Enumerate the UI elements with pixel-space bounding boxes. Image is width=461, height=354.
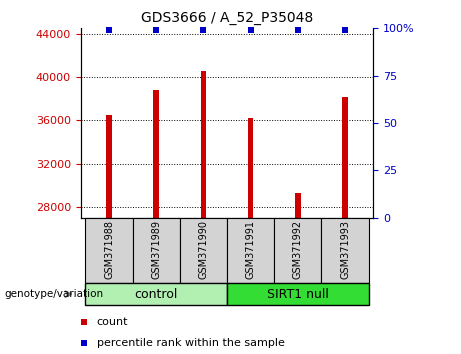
Text: GSM371992: GSM371992 [293, 220, 303, 279]
Bar [227, 218, 274, 283]
Text: GSM371991: GSM371991 [246, 220, 256, 279]
Text: control: control [135, 288, 178, 301]
Text: genotype/variation: genotype/variation [5, 289, 104, 299]
Bar [133, 218, 180, 283]
Text: SIRT1 null: SIRT1 null [267, 288, 329, 301]
Text: GSM371993: GSM371993 [340, 220, 350, 279]
Text: count: count [97, 317, 128, 327]
Bar [201, 70, 206, 218]
Bar [248, 118, 254, 218]
Bar [321, 218, 369, 283]
Bar [85, 283, 227, 305]
Bar [295, 193, 301, 218]
Bar [85, 218, 133, 283]
Bar [342, 97, 348, 218]
Text: percentile rank within the sample: percentile rank within the sample [97, 338, 284, 348]
Bar [106, 115, 112, 218]
Bar [180, 218, 227, 283]
Bar [227, 283, 369, 305]
Text: GSM371988: GSM371988 [104, 220, 114, 279]
Text: GSM371989: GSM371989 [151, 220, 161, 279]
Bar [274, 218, 321, 283]
Title: GDS3666 / A_52_P35048: GDS3666 / A_52_P35048 [141, 11, 313, 24]
Text: GSM371990: GSM371990 [198, 220, 208, 279]
Bar [154, 90, 159, 218]
